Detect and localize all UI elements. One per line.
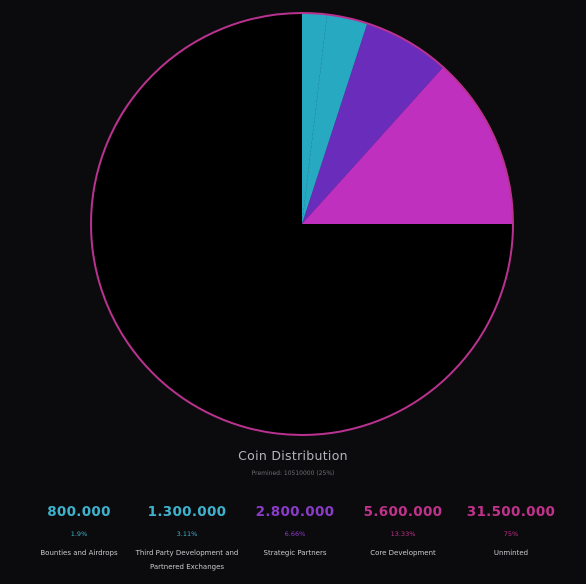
stat-amount: 2.800.000 (255, 504, 335, 520)
stat-label: Core Development (370, 549, 436, 557)
stat-percent: 3.11% (176, 530, 198, 538)
pie-outline (90, 12, 514, 436)
stat-bounties: 800.000 1.9% Bounties and Airdrops (25, 504, 133, 574)
stat-amount: 1.300.000 (147, 504, 227, 520)
stat-label: Bounties and Airdrops (40, 549, 118, 557)
stat-label: Unminted (493, 549, 529, 557)
stat-strategic-partners: 2.800.000 6.66% Strategic Partners (241, 504, 349, 574)
stat-percent: 13.33% (390, 530, 416, 538)
stat-label: Third Party Development and Partnered Ex… (135, 549, 239, 571)
coin-distribution-chart (90, 12, 514, 436)
stat-amount: 800.000 (47, 504, 111, 520)
stat-core-development: 5.600.000 13.33% Core Development (349, 504, 457, 574)
pie-chart-svg (90, 12, 514, 436)
chart-title: Coin Distribution (238, 448, 348, 463)
pie-slice-strategic-partners (302, 23, 444, 224)
stat-percent: 6.66% (284, 530, 306, 538)
stat-third-party: 1.300.000 3.11% Third Party Development … (133, 504, 241, 574)
pie-slice-unminted (91, 13, 513, 435)
pie-slice-third-party-development-and-partnered-exchanges (302, 14, 368, 224)
pie-slice-bounties-and-airdrops (302, 13, 328, 224)
pie-slice-core-development (302, 67, 513, 224)
chart-subtitle: Premined: 10510000 (25%) (251, 470, 335, 477)
stat-label: Strategic Partners (263, 549, 327, 557)
stat-percent: 75% (503, 530, 519, 538)
stat-unminted: 31.500.000 75% Unminted (457, 504, 565, 574)
distribution-stats: 800.000 1.9% Bounties and Airdrops 1.300… (25, 504, 565, 574)
stat-percent: 1.9% (70, 530, 88, 538)
stat-amount: 31.500.000 (466, 504, 556, 520)
stat-amount: 5.600.000 (363, 504, 443, 520)
